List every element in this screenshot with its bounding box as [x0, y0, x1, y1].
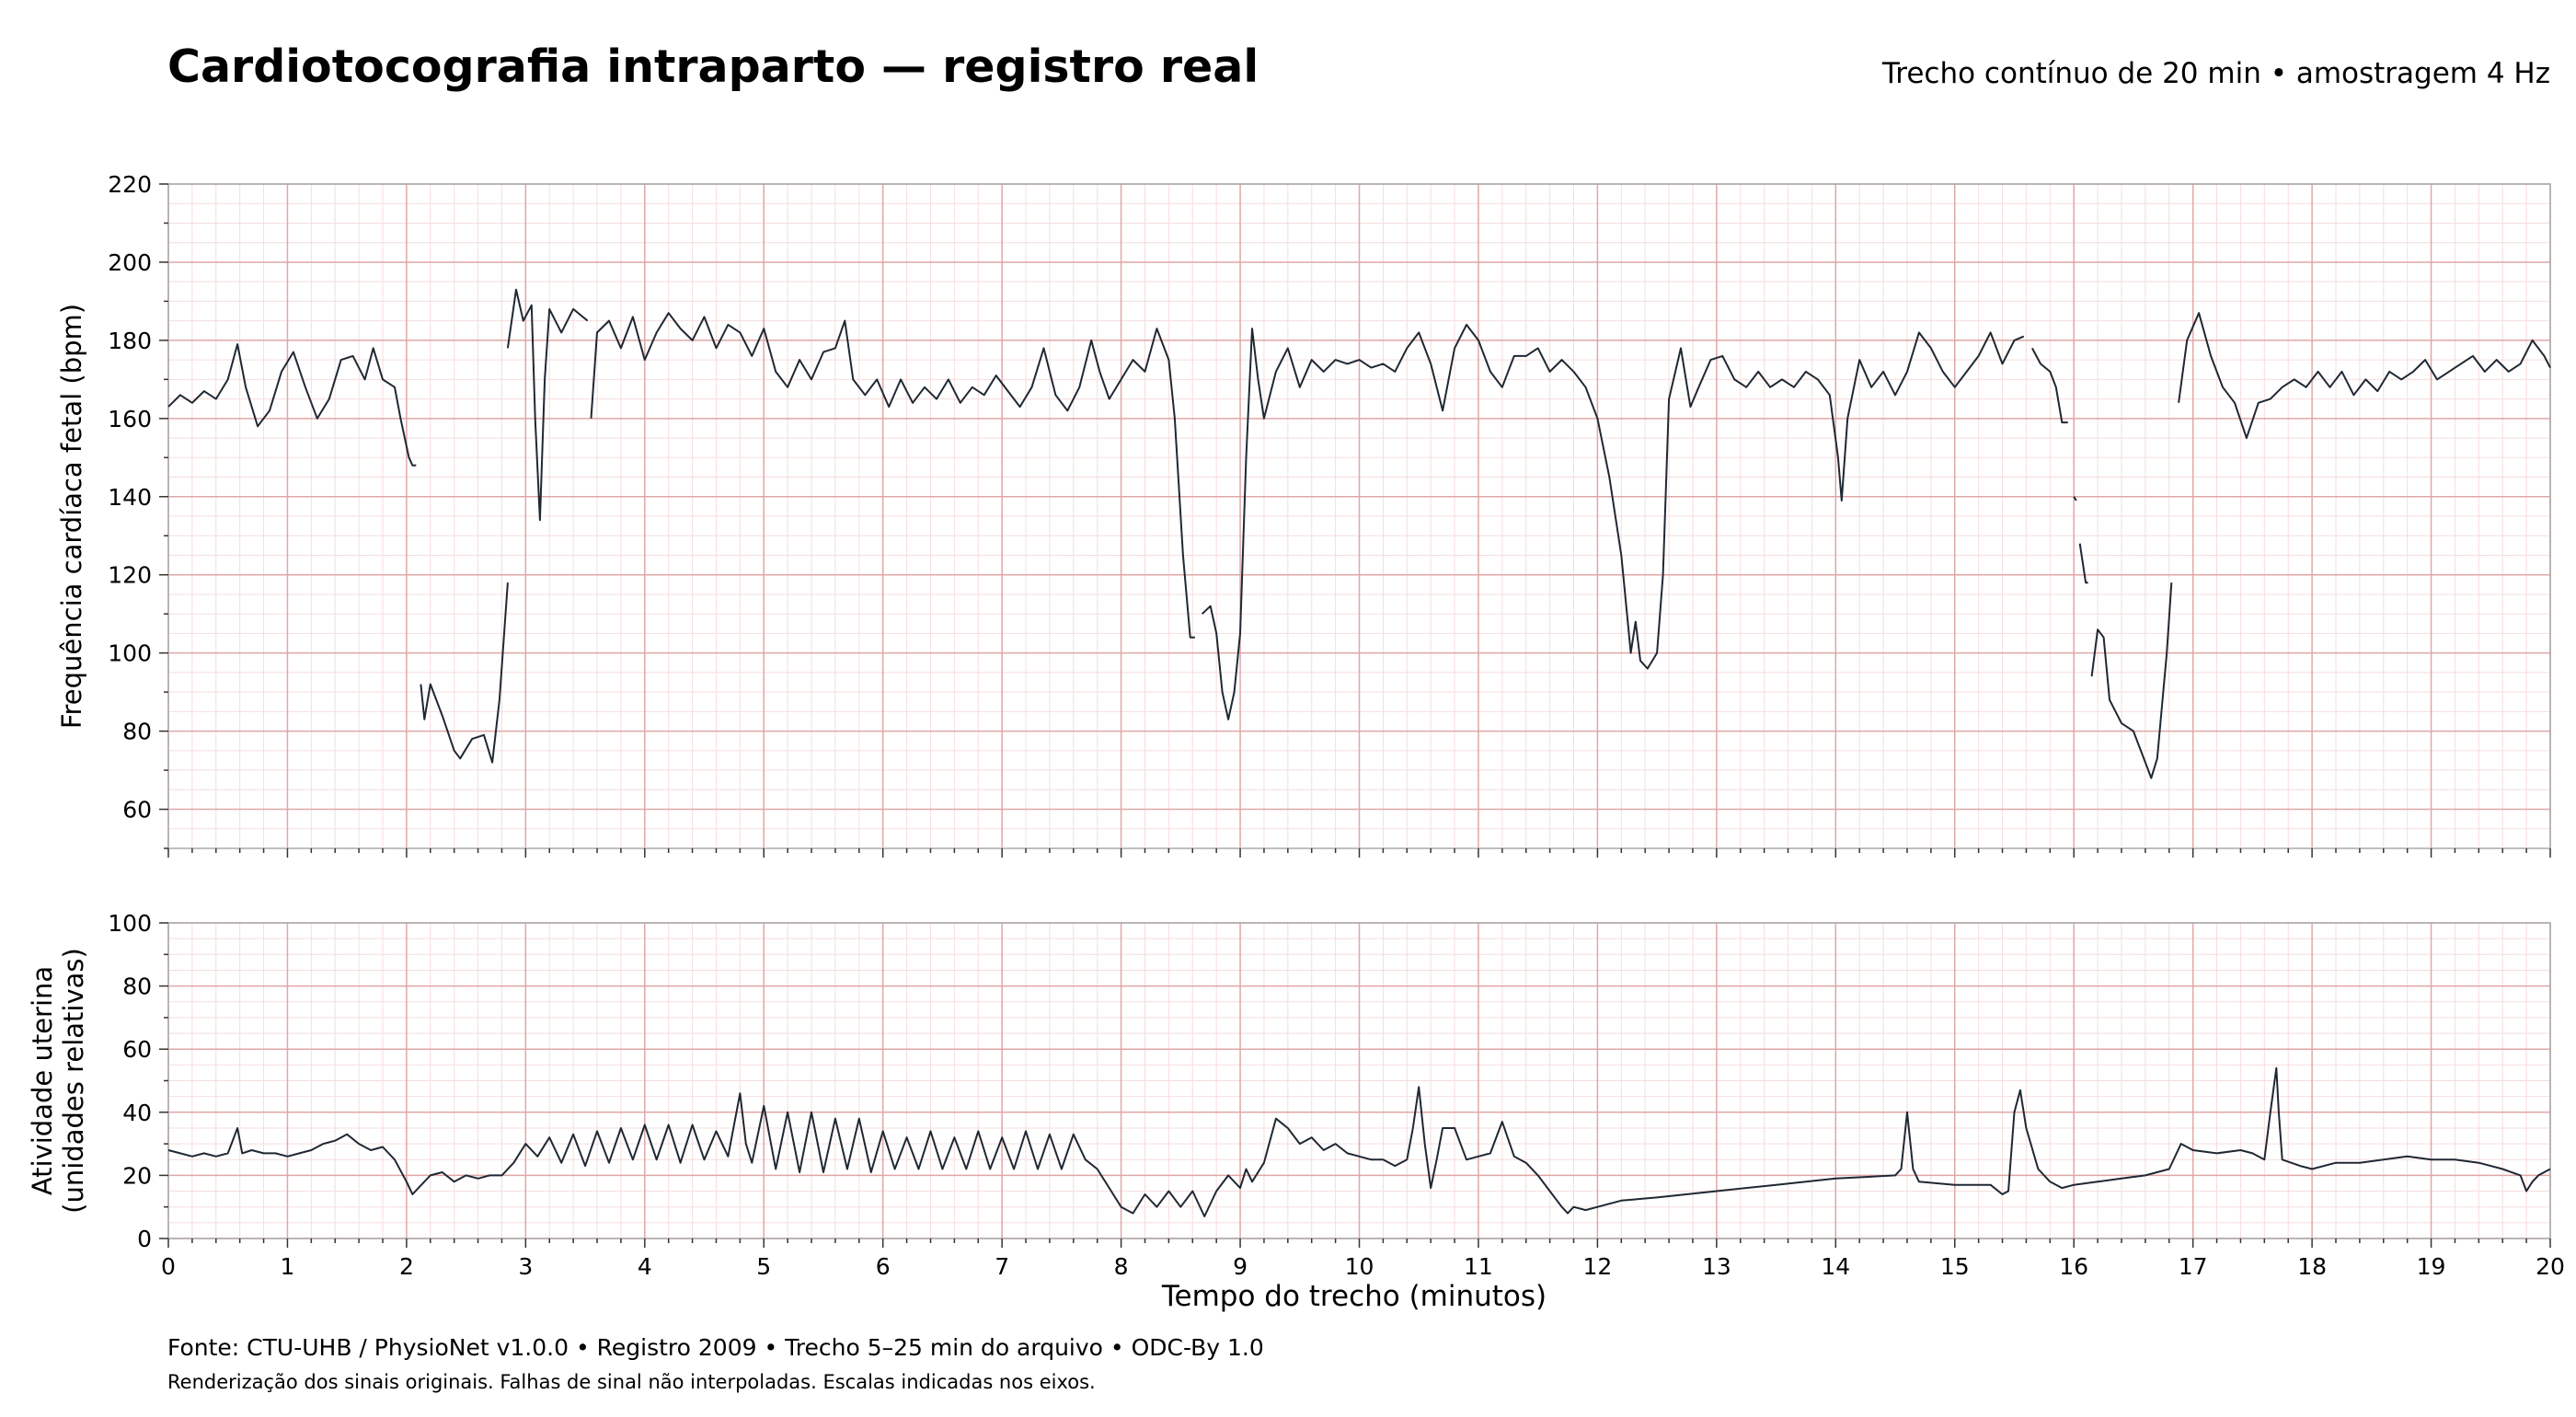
ua-y-axis: 0 20 40 60 80 100: [108, 910, 168, 1252]
fhr-trace-segment: [2078, 543, 2088, 584]
x-tick-label: 0: [161, 1253, 176, 1280]
x-tick-label: 1: [280, 1253, 294, 1280]
fhr-major-grid: [167, 183, 2551, 848]
y-tick-label: 100: [108, 640, 152, 667]
fhr-trace-segment: [420, 582, 509, 764]
fhr-x-ticks: [167, 848, 2551, 858]
x-tick-label: 11: [1464, 1253, 1493, 1280]
ua-major-grid: [167, 922, 2551, 1239]
fhr-trace-segment: [2031, 347, 2068, 424]
render-note: Renderização dos sinais originais. Falha…: [167, 1371, 1096, 1393]
fhr-trace-segment: [2178, 312, 2551, 440]
x-tick-label: 4: [638, 1253, 652, 1280]
y-tick-label: 140: [108, 484, 152, 511]
y-tick-label: 180: [108, 328, 152, 354]
y-tick-label: 200: [108, 249, 152, 276]
x-tick-label: 18: [2297, 1253, 2327, 1280]
x-tick-label: 12: [1582, 1253, 1612, 1280]
y-tick-label: 100: [108, 910, 152, 937]
ua-x-ticks: 0 1 2 3 4 5 6 7 8 9 10 11 12 13 14 15 16 17 18 19 20: [161, 1238, 2565, 1280]
y-tick-label: 80: [122, 719, 152, 745]
x-tick-label: 8: [1114, 1253, 1129, 1280]
source-footnote: Fonte: CTU-UHB / PhysioNet v1.0.0 • Regi…: [167, 1334, 1264, 1361]
x-tick-label: 9: [1233, 1253, 1248, 1280]
y-tick-label: 120: [108, 562, 152, 589]
ua-series: [167, 1066, 2551, 1217]
y-tick-label: 80: [122, 973, 152, 1000]
x-tick-label: 20: [2536, 1253, 2565, 1280]
ua-y-axis-label: Atividade uterina: [27, 966, 58, 1195]
x-tick-label: 16: [2059, 1253, 2088, 1280]
x-tick-label: 10: [1345, 1253, 1374, 1280]
fhr-trace-segment: [167, 343, 417, 467]
fhr-y-axis: 60 80 100 120 140 160 180 200 220: [108, 171, 168, 849]
y-tick-label: 60: [122, 1036, 152, 1063]
x-tick-label: 3: [518, 1253, 533, 1280]
fhr-trace-segment: [590, 312, 1195, 639]
fhr-trace-segment: [2073, 496, 2077, 501]
fhr-trace-segment: [1201, 323, 2025, 720]
fhr-series: [167, 288, 2551, 779]
fhr-y-axis-label: Frequência cardíaca fetal (bpm): [56, 304, 87, 729]
x-tick-label: 17: [2179, 1253, 2208, 1280]
y-tick-label: 160: [108, 406, 152, 432]
y-tick-label: 40: [122, 1100, 152, 1126]
x-tick-label: 5: [756, 1253, 771, 1280]
x-axis-label: Tempo do trecho (minutos): [1161, 1280, 1547, 1313]
y-tick-label: 60: [122, 797, 152, 824]
fhr-trace-segment: [2090, 582, 2173, 779]
x-tick-label: 7: [995, 1253, 1009, 1280]
fhr-panel: 60 80 100 120 140 160 180 200 220 Frequência card…: [56, 171, 2551, 858]
ua-y-axis-label: (unidades relativas): [58, 948, 89, 1214]
y-tick-label: 220: [108, 171, 152, 198]
chart-title: Cardiotocografia intraparto — registro r…: [167, 40, 1259, 93]
y-tick-label: 20: [122, 1162, 152, 1189]
ua-trace-segment: [167, 1066, 2551, 1217]
chart-subtitle: Trecho contínuo de 20 min • amostragem 4…: [1881, 57, 2550, 90]
x-tick-label: 15: [1940, 1253, 1970, 1280]
x-tick-label: 14: [1821, 1253, 1850, 1280]
x-tick-label: 13: [1702, 1253, 1731, 1280]
x-tick-label: 2: [399, 1253, 414, 1280]
x-tick-label: 19: [2417, 1253, 2446, 1280]
y-tick-label: 0: [137, 1226, 152, 1252]
x-tick-label: 6: [876, 1253, 891, 1280]
fhr-trace-segment: [506, 288, 589, 522]
